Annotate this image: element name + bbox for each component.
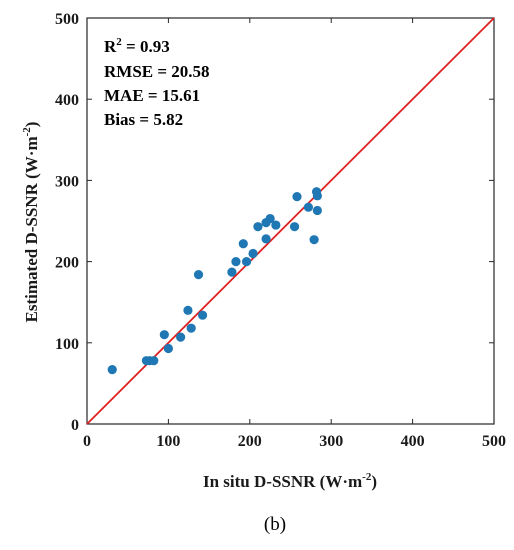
scatter-point (227, 267, 237, 277)
scatter-point (163, 343, 173, 354)
scatter-point (303, 202, 314, 212)
scatter-point (261, 234, 271, 244)
scatter-point (265, 213, 275, 224)
x-axis-label: In situ D-SSNR (W·m-2) (203, 471, 377, 491)
scatter-point (271, 220, 281, 230)
scatter-point (253, 222, 263, 232)
x-tick-label: 400 (401, 433, 425, 450)
scatter-point (241, 257, 252, 267)
scatter-point (186, 323, 196, 333)
plot-frame (86, 17, 495, 425)
stat-rmse: RMSE = 20.58 (104, 62, 210, 81)
scatter-point (197, 310, 208, 320)
stat-mae: MAE = 15.61 (104, 86, 200, 105)
x-tick-label: 200 (238, 433, 262, 450)
scatter-point (149, 356, 159, 366)
scatter-point (292, 192, 302, 202)
scatter-point (107, 364, 117, 375)
scatter-point (238, 239, 248, 249)
scatter-point (183, 305, 193, 315)
scatter-point (159, 330, 169, 340)
x-tick-label: 500 (482, 433, 506, 450)
scatter-point (176, 332, 186, 342)
y-tick-label: 400 (55, 92, 79, 109)
scatter-point (312, 191, 322, 201)
y-axis-label: Estimated D-SSNR (W·m-2) (21, 122, 41, 323)
scatter-point (312, 205, 322, 216)
x-tick-label: 300 (319, 433, 343, 450)
figure-caption: (b) (264, 514, 286, 535)
y-tick-label: 500 (55, 11, 79, 28)
y-tick-label: 100 (55, 336, 79, 353)
stat-bias: Bias = 5.82 (104, 110, 183, 129)
x-tick-label: 100 (156, 433, 180, 450)
scatter-point (248, 248, 258, 259)
stat-r2: R2 = 0.93 (104, 36, 170, 56)
scatter-point (193, 269, 204, 280)
scatter-point (231, 257, 241, 267)
y-tick-label: 0 (71, 417, 79, 434)
scatter-point (289, 222, 300, 232)
x-tick-label: 0 (83, 433, 91, 450)
scatter-point (309, 235, 319, 245)
y-tick-label: 300 (55, 173, 79, 190)
y-tick-label: 200 (55, 255, 79, 272)
